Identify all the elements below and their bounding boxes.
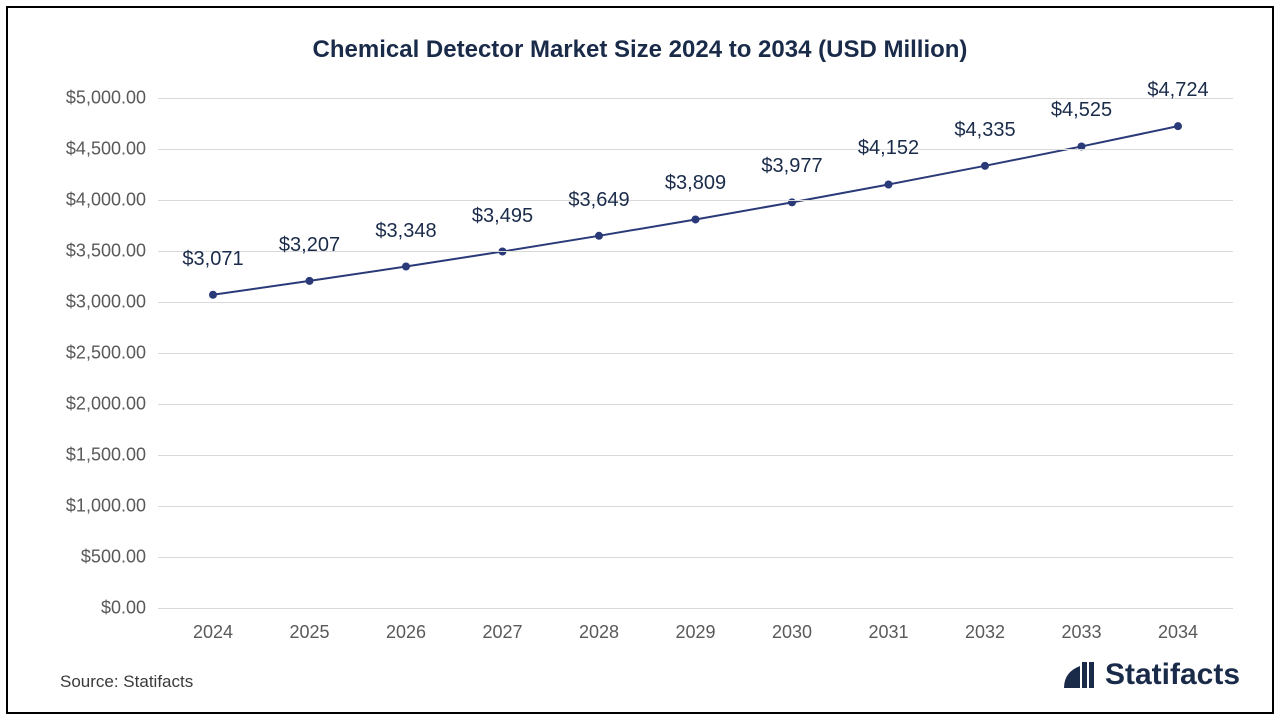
grid-line xyxy=(158,404,1233,405)
data-marker xyxy=(209,291,217,299)
x-axis-label: 2028 xyxy=(579,622,619,643)
grid-line xyxy=(158,455,1233,456)
y-axis-label: $0.00 xyxy=(101,598,146,619)
data-marker xyxy=(885,180,893,188)
chart-frame: Chemical Detector Market Size 2024 to 20… xyxy=(6,6,1274,714)
grid-line xyxy=(158,200,1233,201)
data-marker xyxy=(402,263,410,271)
x-axis-label: 2030 xyxy=(772,622,812,643)
grid-line xyxy=(158,557,1233,558)
data-marker xyxy=(1174,122,1182,130)
grid-line xyxy=(158,608,1233,609)
data-label: $3,207 xyxy=(279,234,340,257)
source-label: Source: Statifacts xyxy=(60,672,193,692)
y-axis-label: $4,000.00 xyxy=(66,190,146,211)
y-axis-label: $2,500.00 xyxy=(66,343,146,364)
grid-line xyxy=(158,149,1233,150)
y-axis-label: $3,000.00 xyxy=(66,292,146,313)
data-label: $4,335 xyxy=(954,119,1015,142)
data-marker xyxy=(595,232,603,240)
data-label: $3,495 xyxy=(472,205,533,228)
x-axis-label: 2034 xyxy=(1158,622,1198,643)
x-axis-label: 2024 xyxy=(193,622,233,643)
grid-line xyxy=(158,506,1233,507)
data-marker xyxy=(981,162,989,170)
data-label: $3,071 xyxy=(182,248,243,271)
x-axis-label: 2032 xyxy=(965,622,1005,643)
data-label: $3,977 xyxy=(761,155,822,178)
x-axis-label: 2033 xyxy=(1061,622,1101,643)
grid-line xyxy=(158,353,1233,354)
x-axis-label: 2026 xyxy=(386,622,426,643)
data-label: $3,809 xyxy=(665,172,726,195)
data-marker xyxy=(692,215,700,223)
brand-text: Statifacts xyxy=(1105,658,1240,692)
y-axis-label: $500.00 xyxy=(81,547,146,568)
brand-logo-icon xyxy=(1063,658,1097,692)
y-axis-label: $3,500.00 xyxy=(66,241,146,262)
data-label: $4,152 xyxy=(858,137,919,160)
y-axis-label: $2,000.00 xyxy=(66,394,146,415)
data-line xyxy=(213,126,1178,295)
data-marker xyxy=(306,277,314,285)
brand: Statifacts xyxy=(1063,658,1240,692)
x-axis-label: 2029 xyxy=(675,622,715,643)
data-label: $3,649 xyxy=(568,189,629,212)
chart-title: Chemical Detector Market Size 2024 to 20… xyxy=(8,36,1272,64)
chart-plot-area: $0.00$500.00$1,000.00$1,500.00$2,000.00$… xyxy=(158,98,1233,608)
x-axis-label: 2027 xyxy=(482,622,522,643)
y-axis-label: $1,000.00 xyxy=(66,496,146,517)
y-axis-label: $5,000.00 xyxy=(66,88,146,109)
y-axis-label: $1,500.00 xyxy=(66,445,146,466)
y-axis-label: $4,500.00 xyxy=(66,139,146,160)
data-label: $3,348 xyxy=(375,220,436,243)
data-label: $4,525 xyxy=(1051,99,1112,122)
data-label: $4,724 xyxy=(1147,79,1208,102)
x-axis-label: 2031 xyxy=(868,622,908,643)
x-axis-label: 2025 xyxy=(289,622,329,643)
grid-line xyxy=(158,302,1233,303)
